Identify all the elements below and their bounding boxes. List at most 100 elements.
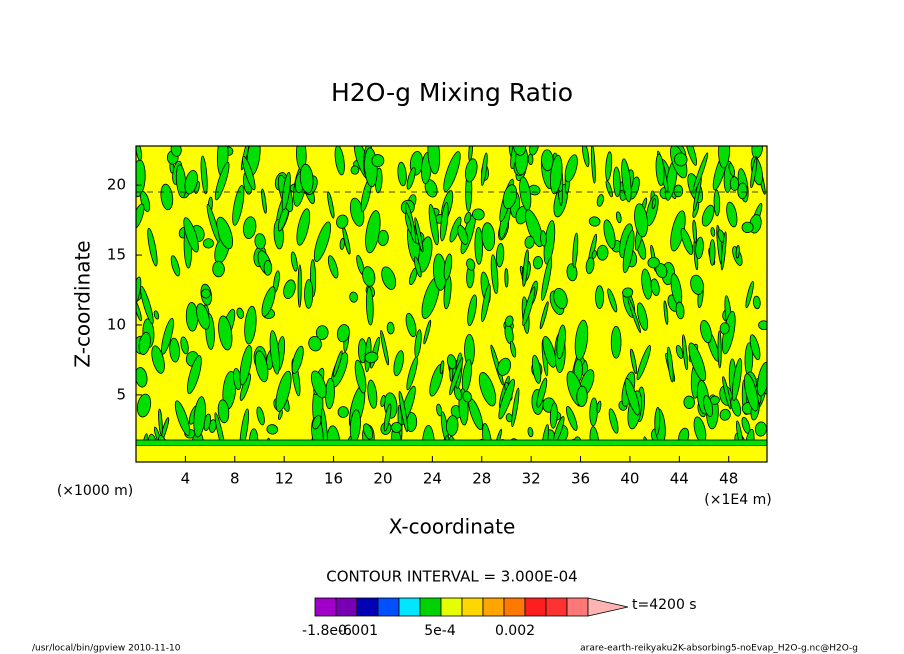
field-blob: [651, 198, 656, 209]
colorbar-arrow: [587, 597, 629, 617]
y-axis-label: Z-coordinate: [71, 240, 95, 367]
field-blob: [310, 370, 327, 399]
field-blob: [536, 377, 548, 408]
field-blob: [136, 367, 148, 388]
field-blob: [675, 345, 684, 359]
field-blob: [596, 194, 604, 207]
field-blob: [436, 403, 443, 417]
field-blob: [576, 385, 588, 407]
field-blob: [334, 146, 345, 176]
field-blob: [202, 238, 214, 249]
colorbar-box: [524, 597, 547, 617]
field-blob: [406, 166, 416, 190]
field-blob: [718, 146, 730, 169]
field-blob: [281, 171, 291, 211]
field-blob: [464, 158, 478, 183]
field-blob: [588, 216, 601, 227]
field-blob: [354, 359, 367, 394]
field-blob: [504, 268, 509, 288]
field-blob: [365, 286, 374, 326]
field-blob: [667, 346, 674, 383]
field-blob: [682, 334, 688, 371]
field-blob: [703, 395, 714, 417]
x-tick-label: 8: [230, 470, 240, 488]
field-blob: [595, 285, 605, 309]
field-blob: [497, 357, 512, 376]
field-blob: [397, 161, 407, 187]
y-tick-label: 15: [107, 246, 126, 264]
field-blob: [336, 324, 350, 343]
colorbar-box: [314, 597, 337, 617]
field-blob: [218, 315, 233, 351]
field-blob: [684, 146, 697, 166]
field-blob: [170, 255, 181, 277]
x-tick-label: 40: [620, 470, 639, 488]
field-blob: [564, 154, 578, 183]
field-blob: [350, 165, 360, 175]
field-blob: [495, 243, 505, 268]
y-tick-label: 20: [107, 176, 126, 194]
field-blob: [236, 307, 244, 319]
field-blob: [610, 325, 622, 359]
field-blob: [183, 217, 199, 253]
field-blob: [673, 184, 684, 198]
field-blob: [525, 209, 544, 248]
x-tick-label: 16: [324, 470, 343, 488]
field-blob: [630, 348, 637, 375]
field-blob: [692, 152, 709, 194]
field-blob: [572, 232, 579, 269]
field-floor: [136, 446, 767, 462]
field-blob: [502, 184, 518, 210]
field-blob: [269, 330, 280, 375]
field-blob: [214, 161, 230, 201]
colorbar-box: [545, 597, 568, 617]
time-label: t=4200 s: [632, 597, 697, 613]
field-blob: [741, 221, 754, 234]
field-blob: [539, 301, 549, 330]
field-blob: [474, 226, 484, 265]
field-blob: [553, 287, 568, 310]
field-blob: [443, 151, 461, 193]
field-blob: [151, 345, 165, 374]
field-blob: [261, 188, 267, 214]
field-blob: [504, 315, 514, 327]
field-blob: [728, 163, 736, 177]
field-blob: [386, 321, 395, 335]
field-blob: [498, 378, 515, 420]
field-blob: [720, 231, 727, 271]
field-blob: [750, 157, 758, 189]
field-blob: [212, 260, 225, 278]
field-blob: [443, 253, 453, 281]
field-blob: [242, 216, 257, 239]
field-blob: [336, 214, 349, 229]
field-blob: [200, 155, 208, 195]
field-blob: [566, 406, 578, 431]
footer-right: arare-earth-reikyaku2K-absorbing5-noEvap…: [580, 644, 858, 654]
colorbar-label: 0.001: [338, 623, 378, 639]
field-blob: [700, 319, 712, 344]
field-blob: [688, 342, 706, 382]
field-blob: [613, 166, 621, 198]
x-unit: (×1E4 m): [704, 492, 771, 508]
field-blob: [524, 235, 535, 249]
field-blob: [423, 319, 432, 345]
field-blob: [622, 229, 635, 274]
colorbar-box: [440, 597, 463, 617]
x-tick-label: 20: [373, 470, 392, 488]
field-blob: [675, 301, 685, 320]
field-blob: [296, 208, 311, 246]
field-blob: [315, 325, 329, 340]
field-blob: [655, 153, 665, 187]
field-blob: [405, 312, 417, 338]
field-blob: [737, 182, 748, 200]
field-blob: [362, 423, 374, 440]
field-blob: [187, 355, 202, 394]
field-blob: [690, 274, 704, 295]
colorbar-box: [419, 597, 442, 617]
field-blob: [729, 176, 740, 191]
field-blob: [371, 154, 385, 168]
footer-left: /usr/local/bin/gpview 2010-11-10: [32, 644, 181, 654]
x-tick-label: 28: [472, 470, 491, 488]
field-blob: [522, 249, 529, 287]
